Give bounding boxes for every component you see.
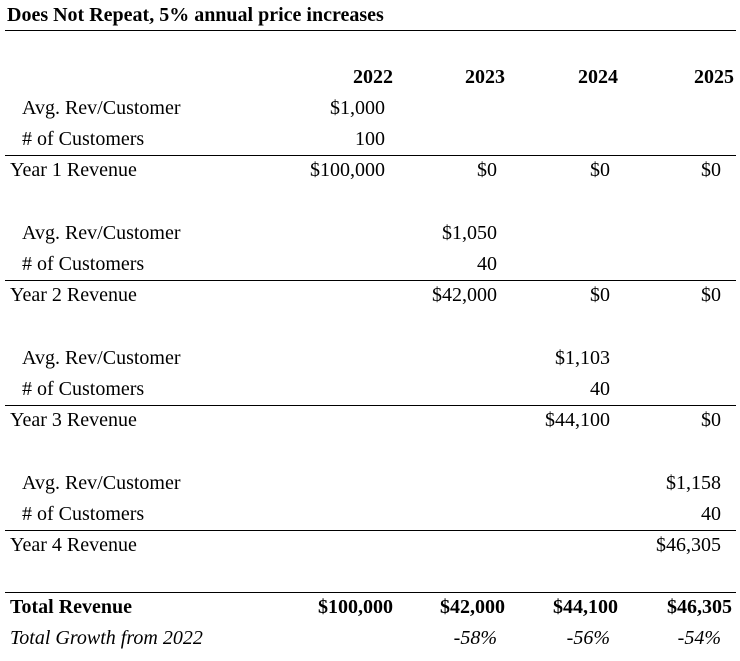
revenue-value: $0 (590, 159, 610, 181)
growth-value: -58% (453, 627, 497, 649)
customers-label: # of Customers (22, 253, 145, 275)
year-4-revenue-row: Year 4 Revenue $46,305 (0, 534, 740, 562)
customers-row-2: # of Customers 40 (0, 253, 740, 281)
customers-value: 100 (355, 128, 385, 150)
customers-label: # of Customers (22, 128, 145, 150)
customers-row-3: # of Customers 40 (0, 378, 740, 406)
total-revenue-label: Total Revenue (10, 596, 133, 618)
customers-label: # of Customers (22, 378, 145, 400)
year-header-row: 2022 2023 2024 2025 (0, 66, 740, 94)
group-3-divider (5, 405, 736, 406)
year-header-2024: 2024 (578, 66, 618, 88)
customers-value: 40 (590, 378, 610, 400)
total-revenue-value: $46,305 (667, 596, 732, 618)
revenue-value: $0 (701, 409, 721, 431)
growth-value: -56% (566, 627, 610, 649)
avg-rev-label: Avg. Rev/Customer (22, 472, 181, 494)
revenue-label: Year 1 Revenue (10, 159, 137, 181)
growth-value: -54% (677, 627, 721, 649)
year-header-2023: 2023 (465, 66, 505, 88)
customers-label: # of Customers (22, 503, 145, 525)
total-revenue-row: Total Revenue $100,000 $42,000 $44,100 $… (0, 596, 740, 624)
group-2-divider (5, 280, 736, 281)
total-revenue-value: $42,000 (440, 596, 505, 618)
avg-rev-row-3: Avg. Rev/Customer $1,103 (0, 347, 740, 375)
customers-row-1: # of Customers 100 (0, 128, 740, 156)
revenue-value: $0 (701, 159, 721, 181)
title-divider (5, 30, 736, 31)
avg-rev-label: Avg. Rev/Customer (22, 222, 181, 244)
revenue-value: $0 (701, 284, 721, 306)
revenue-value: $42,000 (432, 284, 497, 306)
avg-rev-value: $1,158 (666, 472, 721, 494)
year-header-2022: 2022 (353, 66, 393, 88)
total-revenue-value: $44,100 (553, 596, 618, 618)
avg-rev-row-2: Avg. Rev/Customer $1,050 (0, 222, 740, 250)
customers-value: 40 (477, 253, 497, 275)
revenue-value: $0 (477, 159, 497, 181)
revenue-label: Year 3 Revenue (10, 409, 137, 431)
total-growth-label: Total Growth from 2022 (10, 627, 203, 649)
revenue-value: $44,100 (545, 409, 610, 431)
table-title: Does Not Repeat, 5% annual price increas… (7, 4, 384, 26)
revenue-value: $46,305 (656, 534, 721, 556)
total-revenue-value: $100,000 (318, 596, 393, 618)
total-growth-row: Total Growth from 2022 -58% -56% -54% (0, 627, 740, 655)
avg-rev-label: Avg. Rev/Customer (22, 347, 181, 369)
avg-rev-label: Avg. Rev/Customer (22, 97, 181, 119)
avg-rev-value: $1,000 (330, 97, 385, 119)
total-divider (5, 592, 736, 593)
year-2-revenue-row: Year 2 Revenue $42,000 $0 $0 (0, 284, 740, 312)
avg-rev-value: $1,103 (555, 347, 610, 369)
customers-value: 40 (701, 503, 721, 525)
avg-rev-row-4: Avg. Rev/Customer $1,158 (0, 472, 740, 500)
revenue-value: $0 (590, 284, 610, 306)
revenue-label: Year 2 Revenue (10, 284, 137, 306)
avg-rev-row-1: Avg. Rev/Customer $1,000 (0, 97, 740, 125)
year-1-revenue-row: Year 1 Revenue $100,000 $0 $0 $0 (0, 159, 740, 187)
avg-rev-value: $1,050 (442, 222, 497, 244)
year-3-revenue-row: Year 3 Revenue $44,100 $0 (0, 409, 740, 437)
revenue-value: $100,000 (310, 159, 385, 181)
group-1-divider (5, 155, 736, 156)
group-4-divider (5, 530, 736, 531)
revenue-label: Year 4 Revenue (10, 534, 137, 556)
year-header-2025: 2025 (694, 66, 734, 88)
customers-row-4: # of Customers 40 (0, 503, 740, 531)
